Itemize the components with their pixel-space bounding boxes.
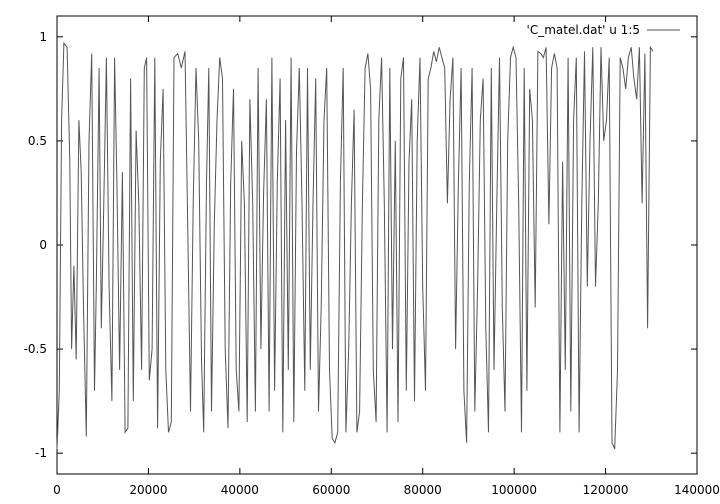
y-tick-label: 0.5 <box>28 134 47 148</box>
legend: 'C_matel.dat' u 1:5 <box>527 23 680 37</box>
axis-ticks <box>56 16 698 474</box>
y-tick-labels: -1 -0.5 0 0.5 1 <box>24 30 47 460</box>
x-tick-label: 80000 <box>404 483 442 497</box>
x-tick-label: 0 <box>53 483 61 497</box>
y-tick-label: -1 <box>35 446 47 460</box>
x-tick-label: 100000 <box>491 483 537 497</box>
x-tick-label: 60000 <box>312 483 350 497</box>
series-line-c-matel <box>56 41 654 450</box>
y-tick-label: 1 <box>39 30 47 44</box>
x-tick-label: 40000 <box>221 483 259 497</box>
x-tick-label: 120000 <box>583 483 629 497</box>
x-tick-labels: 0 20000 40000 60000 80000 100000 120000 140000 <box>53 483 720 497</box>
y-tick-label: 0 <box>39 238 47 252</box>
x-tick-label: 140000 <box>674 483 720 497</box>
y-tick-label: -0.5 <box>24 342 47 356</box>
legend-label: 'C_matel.dat' u 1:5 <box>527 23 640 37</box>
x-tick-label: 20000 <box>129 483 167 497</box>
